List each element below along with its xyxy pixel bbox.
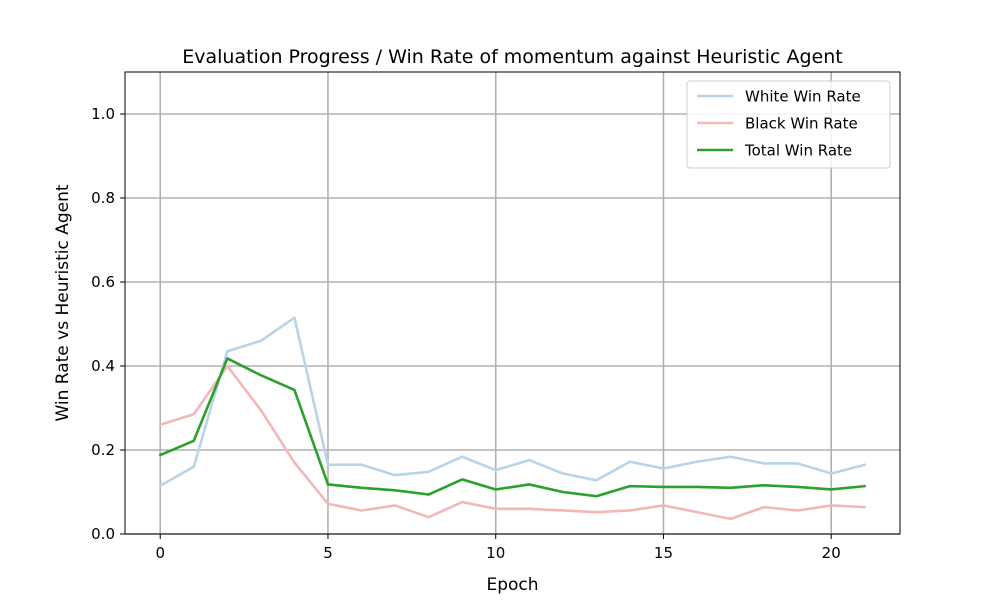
series-line-total-win-rate — [158, 357, 867, 498]
y-tick-label: 0.2 — [91, 441, 115, 459]
legend-label-black-win-rate: Black Win Rate — [745, 115, 858, 133]
legend: White Win Rate Black Win Rate Total Win Ra… — [686, 80, 891, 169]
chart-title: Evaluation Progress / Win Rate of moment… — [182, 46, 842, 68]
x-tick-label: 15 — [654, 544, 673, 562]
series-lines — [158, 316, 867, 521]
legend-label-total-win-rate: Total Win Rate — [744, 142, 852, 160]
ticks: 0 5 10 15 20 0.0 0.2 0.4 0.6 0.8 1.0 — [91, 105, 841, 562]
legend-label-white-win-rate: White Win Rate — [745, 88, 861, 106]
y-tick-label: 0.0 — [91, 525, 115, 543]
y-tick-label: 0.6 — [91, 273, 115, 291]
series-line-black-win-rate — [158, 364, 867, 521]
plot-frame — [124, 71, 901, 535]
y-tick-label: 1.0 — [91, 105, 115, 123]
y-tick-label: 0.8 — [91, 189, 115, 207]
y-tick-label: 0.4 — [91, 357, 115, 375]
x-axis-label: Epoch — [486, 575, 538, 595]
x-tick-label: 5 — [323, 544, 333, 562]
legend-entries: White Win Rate Black Win Rate Total Win Ra… — [697, 88, 861, 160]
x-tick-label: 0 — [155, 544, 165, 562]
legend-frame — [686, 80, 891, 169]
y-axis-label: Win Rate vs Heuristic Agent — [53, 184, 73, 421]
x-tick-label: 10 — [486, 544, 505, 562]
x-tick-label: 20 — [822, 544, 841, 562]
series-line-white-win-rate — [158, 316, 867, 488]
